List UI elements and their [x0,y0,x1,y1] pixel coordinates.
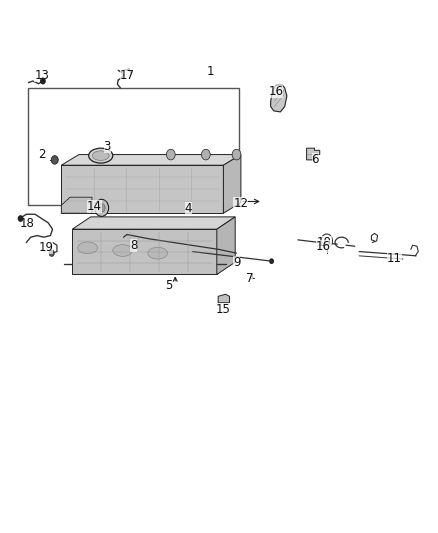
Text: 15: 15 [216,303,231,316]
Polygon shape [218,294,230,303]
Text: 1: 1 [206,66,214,78]
Circle shape [98,204,105,212]
Text: 11: 11 [387,252,402,265]
Circle shape [201,149,210,160]
Text: 4: 4 [184,203,192,215]
Text: 19: 19 [39,241,53,254]
Text: 9: 9 [233,256,240,269]
Polygon shape [61,165,223,213]
Text: 17: 17 [120,69,134,82]
Text: 2: 2 [38,148,46,161]
Text: 16: 16 [268,85,283,98]
Circle shape [41,78,45,84]
Polygon shape [223,155,241,213]
Text: 13: 13 [34,69,49,82]
Polygon shape [307,148,320,160]
Ellipse shape [78,242,97,254]
Text: 10: 10 [317,236,332,249]
Text: 18: 18 [20,217,35,230]
Ellipse shape [113,245,132,256]
Ellipse shape [92,151,109,160]
Text: 8: 8 [130,239,137,252]
Circle shape [49,250,54,256]
Text: 7: 7 [246,272,254,285]
Polygon shape [217,217,235,274]
Circle shape [166,149,175,160]
Text: 12: 12 [233,197,248,210]
Bar [28,88,239,205]
Polygon shape [271,85,287,112]
Circle shape [270,259,273,263]
Text: 14: 14 [87,200,102,213]
Ellipse shape [88,148,113,163]
Circle shape [232,149,241,160]
Circle shape [95,199,109,216]
Circle shape [18,216,23,221]
Text: 5: 5 [165,279,172,292]
Text: 6: 6 [311,154,319,166]
Polygon shape [61,197,92,213]
Polygon shape [61,155,241,165]
Ellipse shape [148,247,167,259]
Text: 16: 16 [316,240,331,253]
Polygon shape [72,229,217,274]
Circle shape [51,156,58,164]
Text: 3: 3 [104,140,111,153]
Polygon shape [72,217,235,229]
